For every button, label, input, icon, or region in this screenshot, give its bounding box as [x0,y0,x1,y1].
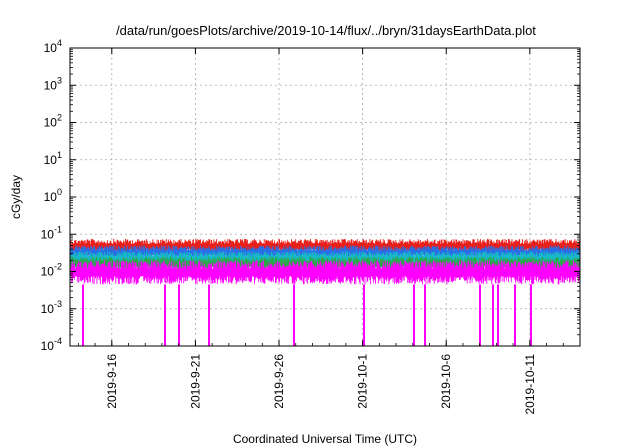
y-tick-label: 10-1 [41,224,62,241]
x-tick-label: 2019-9-26 [272,354,286,409]
grid-lines [70,48,580,346]
series-band-4 [70,260,581,285]
x-tick-label: 2019-10-1 [356,354,370,409]
y-tick-base: 10 [44,190,58,204]
y-tick-exponent: 4 [57,38,62,48]
y-axis-label: cGy/day [9,175,23,219]
x-tick-label: 2019-9-21 [188,354,202,409]
y-tick-label: 100 [44,187,62,204]
y-tick-label: 10-4 [41,336,62,353]
y-tick-exponent: -4 [54,336,62,346]
y-tick-label: 102 [44,113,62,130]
y-tick-base: 10 [41,265,55,279]
y-tick-label: 103 [44,75,62,92]
y-tick-label: 101 [44,150,62,167]
data-series [70,238,581,346]
y-tick-exponent: -3 [54,299,62,309]
y-tick-base: 10 [44,78,58,92]
y-tick-label: 104 [44,38,62,55]
y-tick-exponent: 2 [57,113,62,123]
y-tick-label: 10-2 [41,262,62,279]
y-tick-base: 10 [41,227,55,241]
x-axis-label: Coordinated Universal Time (UTC) [233,432,417,446]
y-tick-base: 10 [44,153,58,167]
x-tick-labels: 2019-9-16 2019-9-21 2019-9-26 2019-10-1 2019… [105,354,537,415]
chart-title: /data/run/goesPlots/archive/2019-10-14/f… [116,23,536,38]
y-tick-exponent: 1 [57,150,62,160]
y-tick-base: 10 [44,116,58,130]
x-tick-label: 2019-9-16 [105,354,119,409]
y-tick-exponent: 0 [57,187,62,197]
x-tick-label: 2019-10-6 [439,354,453,409]
y-tick-base: 10 [41,302,55,316]
y-tick-exponent: 3 [57,75,62,85]
axis-ticks [70,47,581,347]
y-tick-exponent: -2 [54,262,62,272]
y-tick-exponent: -1 [54,224,62,234]
y-tick-base: 10 [41,339,55,353]
y-tick-label: 10-3 [41,299,62,316]
y-tick-base: 10 [44,41,58,55]
x-tick-label: 2019-10-11 [523,354,537,415]
